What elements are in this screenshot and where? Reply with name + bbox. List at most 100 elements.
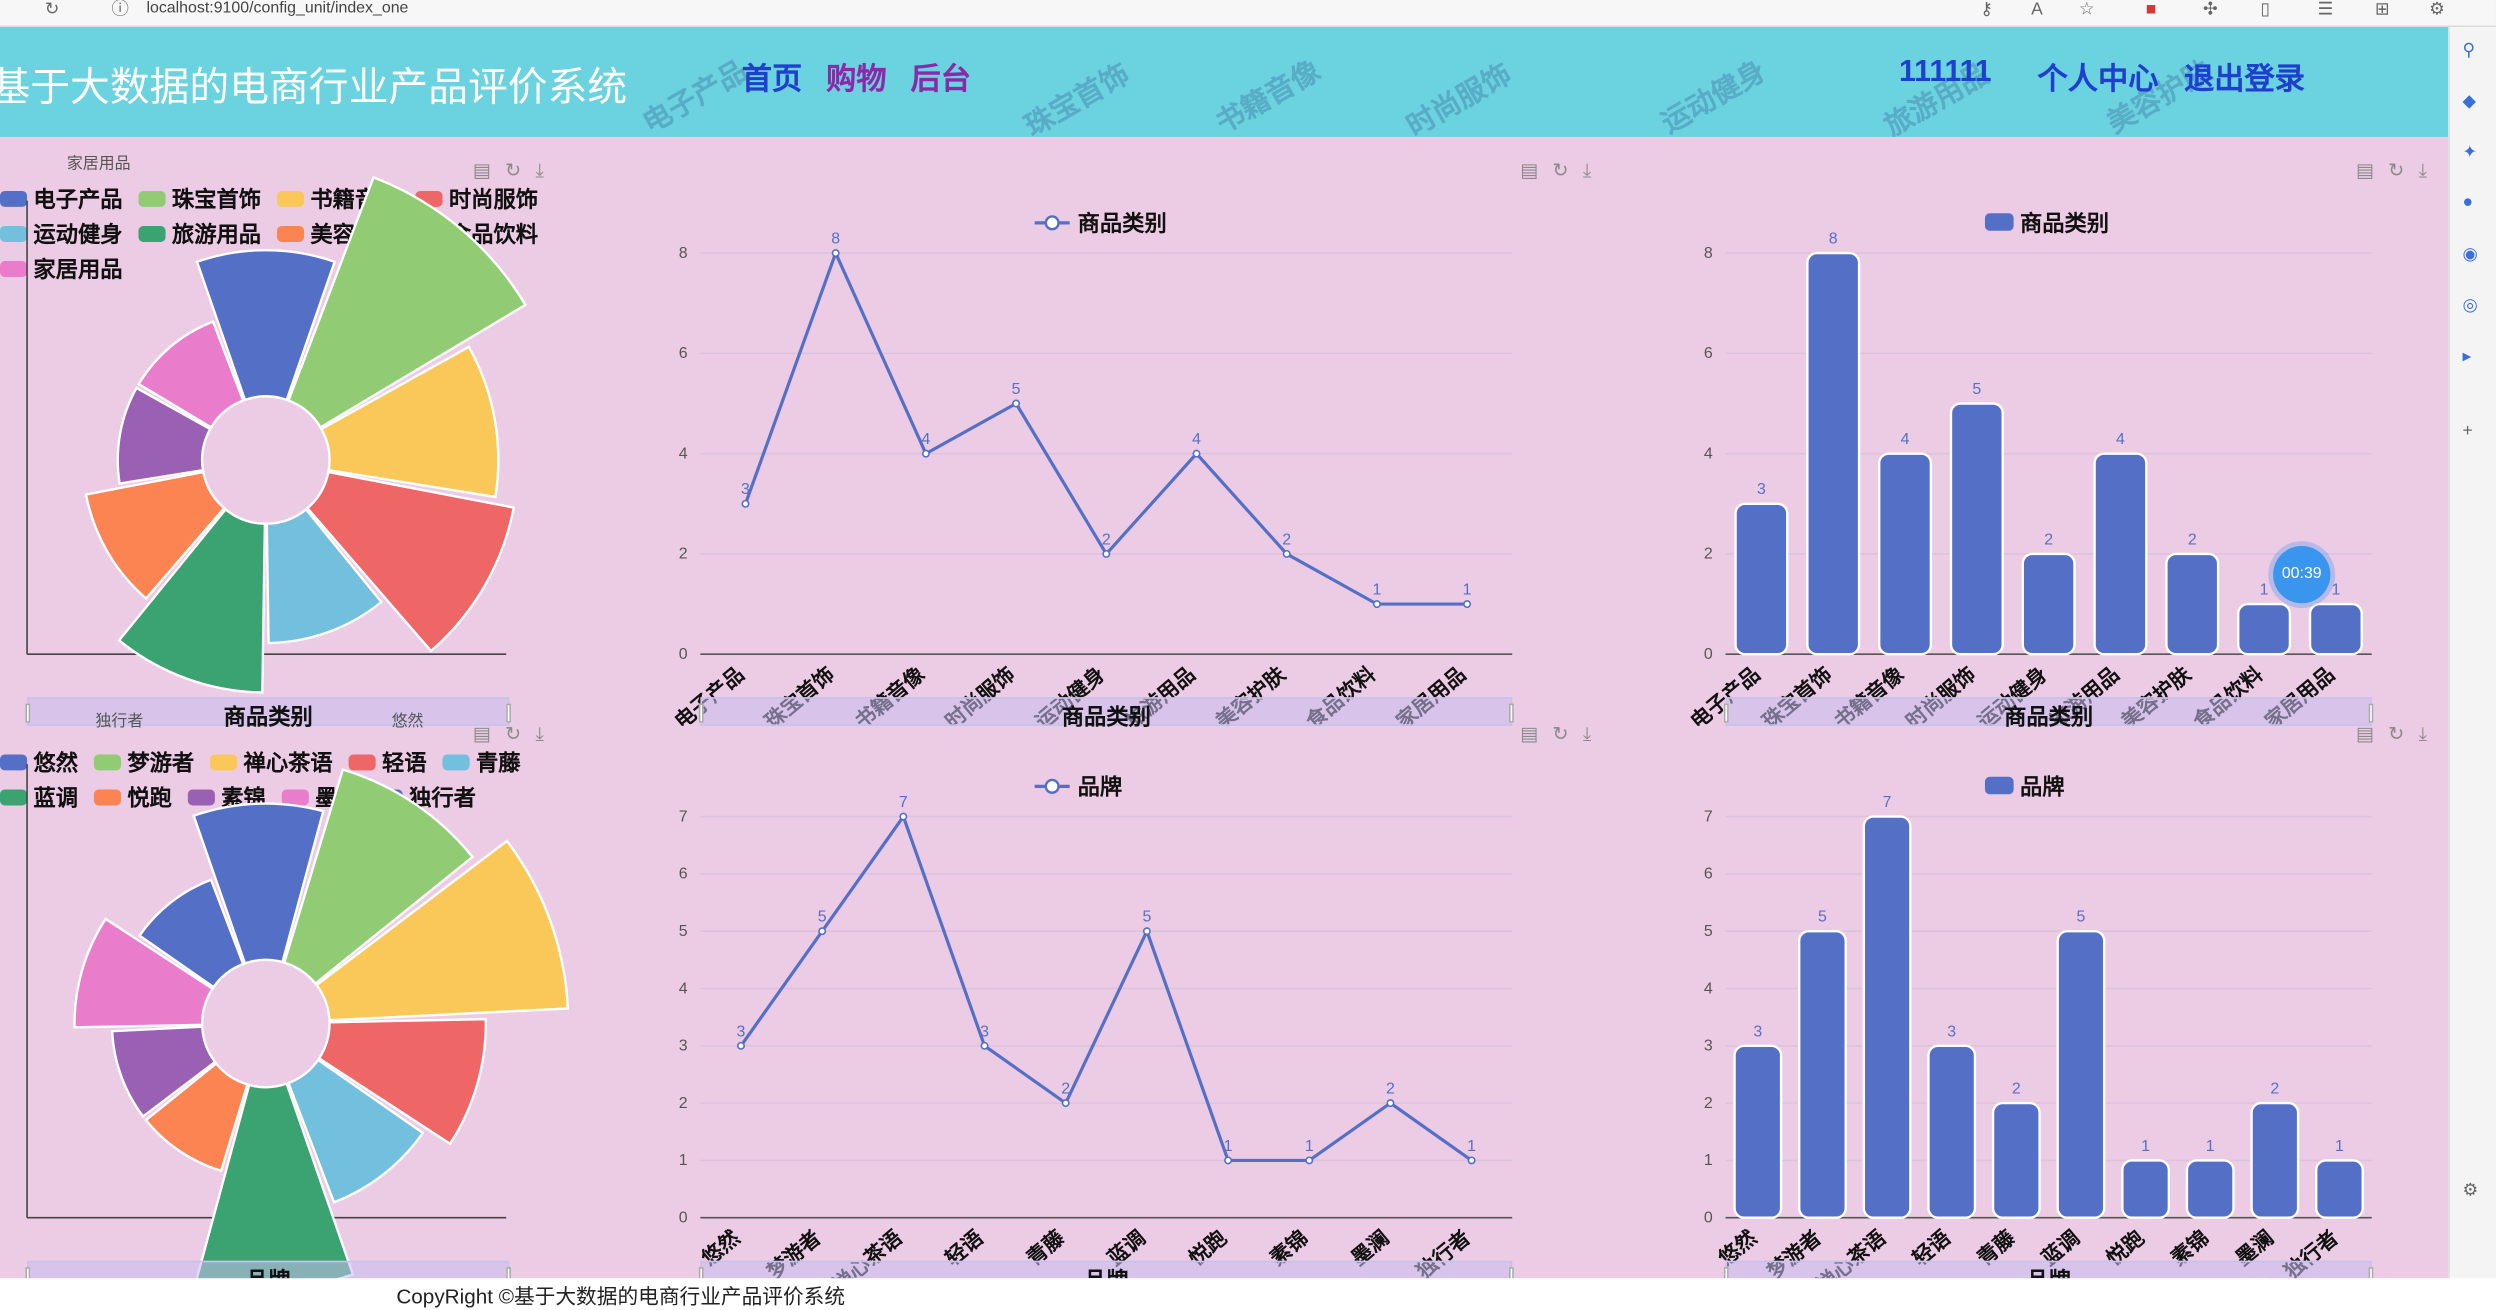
data-view-icon[interactable]: ▤: [1520, 159, 1539, 182]
favorites-list-icon[interactable]: ☰: [2317, 0, 2334, 20]
bar[interactable]: [1862, 815, 1912, 1219]
data-view-icon[interactable]: ▤: [472, 159, 491, 182]
office-icon[interactable]: ◉: [2462, 245, 2478, 265]
rose-slice[interactable]: [319, 345, 500, 499]
sidebar-settings-icon[interactable]: ⚙: [2462, 1181, 2479, 1201]
refresh-icon[interactable]: ↻: [2388, 159, 2405, 182]
person-icon[interactable]: ●: [2462, 192, 2474, 212]
rose-slice[interactable]: [73, 917, 215, 1029]
legend-item[interactable]: 悠然: [0, 747, 78, 779]
bar[interactable]: [2121, 1159, 2171, 1219]
favorite-star-icon[interactable]: ☆: [2078, 0, 2095, 20]
nav-shop[interactable]: 购物: [826, 63, 887, 98]
category-bar-datazoom[interactable]: 商品类别: [1723, 697, 2374, 729]
extension-icon[interactable]: ■: [2145, 0, 2157, 20]
bar[interactable]: [1733, 1044, 1783, 1219]
tools-icon[interactable]: ✦: [2462, 143, 2478, 163]
rose-slice[interactable]: [195, 248, 337, 402]
download-icon[interactable]: ⤓: [2418, 722, 2428, 745]
line-chart[interactable]: 012345673573251 121悠然 梦游者 禅心茶语 轻语 青藤 蓝调 悦跑 素锦 墨澜独…: [679, 773, 1513, 1298]
nav-profile[interactable]: 个人中心: [2037, 63, 2159, 98]
download-icon[interactable]: ⤓: [1582, 159, 1592, 182]
username[interactable]: 111111: [1899, 55, 1992, 90]
rose-slice[interactable]: [286, 1058, 425, 1204]
rose-slice[interactable]: [305, 470, 516, 653]
read-aloud-icon[interactable]: A: [2031, 0, 2043, 20]
address-url[interactable]: localhost:9100/config_unit/index_one: [146, 0, 409, 18]
bar[interactable]: [2250, 1101, 2300, 1219]
legend-item[interactable]: 悦跑: [93, 782, 172, 814]
timer-badge[interactable]: 00:39: [2273, 545, 2331, 604]
rose-slice[interactable]: [144, 1061, 249, 1173]
collections-icon[interactable]: ⊞: [2374, 0, 2390, 20]
download-icon[interactable]: ⤓: [535, 159, 544, 182]
rose-slice[interactable]: [317, 1017, 487, 1146]
extensions-puzzle-icon[interactable]: ✣: [2203, 0, 2218, 20]
rose-slice[interactable]: [265, 507, 384, 645]
bar[interactable]: [2315, 1159, 2364, 1219]
download-icon[interactable]: ⤓: [535, 722, 544, 745]
legend-item[interactable]: 时尚服饰: [415, 183, 538, 215]
add-icon[interactable]: +: [2462, 421, 2473, 441]
rose-slice[interactable]: [116, 386, 212, 485]
rose-slice[interactable]: [192, 802, 325, 965]
legend-item[interactable]: 蓝调: [0, 782, 78, 814]
rose-slice[interactable]: [137, 320, 245, 430]
shopping-icon[interactable]: ◆: [2462, 92, 2476, 112]
rose-slice[interactable]: [117, 507, 267, 694]
rose-slice[interactable]: [314, 839, 570, 1022]
legend-item[interactable]: 旅游用品: [138, 218, 261, 250]
legend-item[interactable]: 珠宝首饰: [138, 183, 261, 215]
rose-slice[interactable]: [110, 1025, 217, 1119]
legend-item[interactable]: 禅心茶语: [210, 747, 333, 779]
refresh-icon[interactable]: ↻: [505, 722, 522, 745]
reload-icon[interactable]: ↻: [44, 0, 60, 20]
data-view-icon[interactable]: ▤: [2355, 159, 2374, 182]
bar[interactable]: [1991, 1101, 2041, 1219]
category-line-datazoom[interactable]: 商品类别: [698, 697, 1514, 729]
bar[interactable]: [2056, 930, 2106, 1219]
bar-chart[interactable]: 012345673573251 121悠然 梦游者禅心茶语 轻语 青藤 蓝调 悦跑 素锦 墨澜独…: [1704, 773, 2372, 1298]
nav-home[interactable]: 首页: [741, 63, 803, 98]
bar[interactable]: [2021, 552, 2076, 656]
refresh-icon[interactable]: ↻: [1552, 159, 1569, 182]
bar[interactable]: [1927, 1044, 1977, 1219]
bar[interactable]: [2185, 1159, 2235, 1219]
legend-item[interactable]: 家居用品: [0, 253, 123, 285]
rose-slice[interactable]: [286, 175, 528, 430]
refresh-icon[interactable]: ↻: [1552, 722, 1569, 745]
legend-item[interactable]: 运动健身: [0, 218, 123, 250]
data-view-icon[interactable]: ▤: [472, 722, 491, 745]
legend-item[interactable]: 青藤: [442, 747, 521, 779]
bar[interactable]: [2093, 452, 2148, 656]
search-icon[interactable]: ⚲: [2462, 41, 2476, 61]
download-icon[interactable]: ⤓: [1582, 722, 1592, 745]
download-icon[interactable]: ⤓: [2418, 159, 2428, 182]
settings-gear-icon[interactable]: ⚙: [2429, 0, 2445, 20]
rose-slice[interactable]: [84, 470, 226, 601]
nav-logout[interactable]: 退出登录: [2183, 63, 2305, 98]
bar[interactable]: [2165, 552, 2220, 656]
bar[interactable]: [1797, 930, 1847, 1219]
bar[interactable]: [1734, 502, 1789, 656]
key-icon[interactable]: ⚷: [1980, 0, 1994, 20]
refresh-icon[interactable]: ↻: [2388, 722, 2405, 745]
category-datazoom[interactable]: 商品类别: [25, 697, 511, 729]
site-info-icon[interactable]: ⓘ: [111, 0, 129, 20]
refresh-icon[interactable]: ↻: [505, 159, 522, 182]
legend-item[interactable]: 梦游者: [93, 747, 194, 779]
bar[interactable]: [2308, 602, 2363, 656]
nav-admin[interactable]: 后台: [910, 63, 972, 98]
legend-item[interactable]: 电子产品: [0, 183, 123, 215]
legend-item[interactable]: 轻语: [348, 747, 427, 779]
bar[interactable]: [2237, 602, 2292, 656]
rose-chart[interactable]: [84, 175, 528, 694]
rose-slice[interactable]: [137, 878, 245, 989]
bar[interactable]: [1806, 251, 1861, 656]
bar[interactable]: [1877, 452, 1933, 656]
data-view-icon[interactable]: ▤: [2355, 722, 2374, 745]
rose-chart[interactable]: [73, 767, 570, 1290]
split-screen-icon[interactable]: ▯: [2260, 0, 2271, 20]
